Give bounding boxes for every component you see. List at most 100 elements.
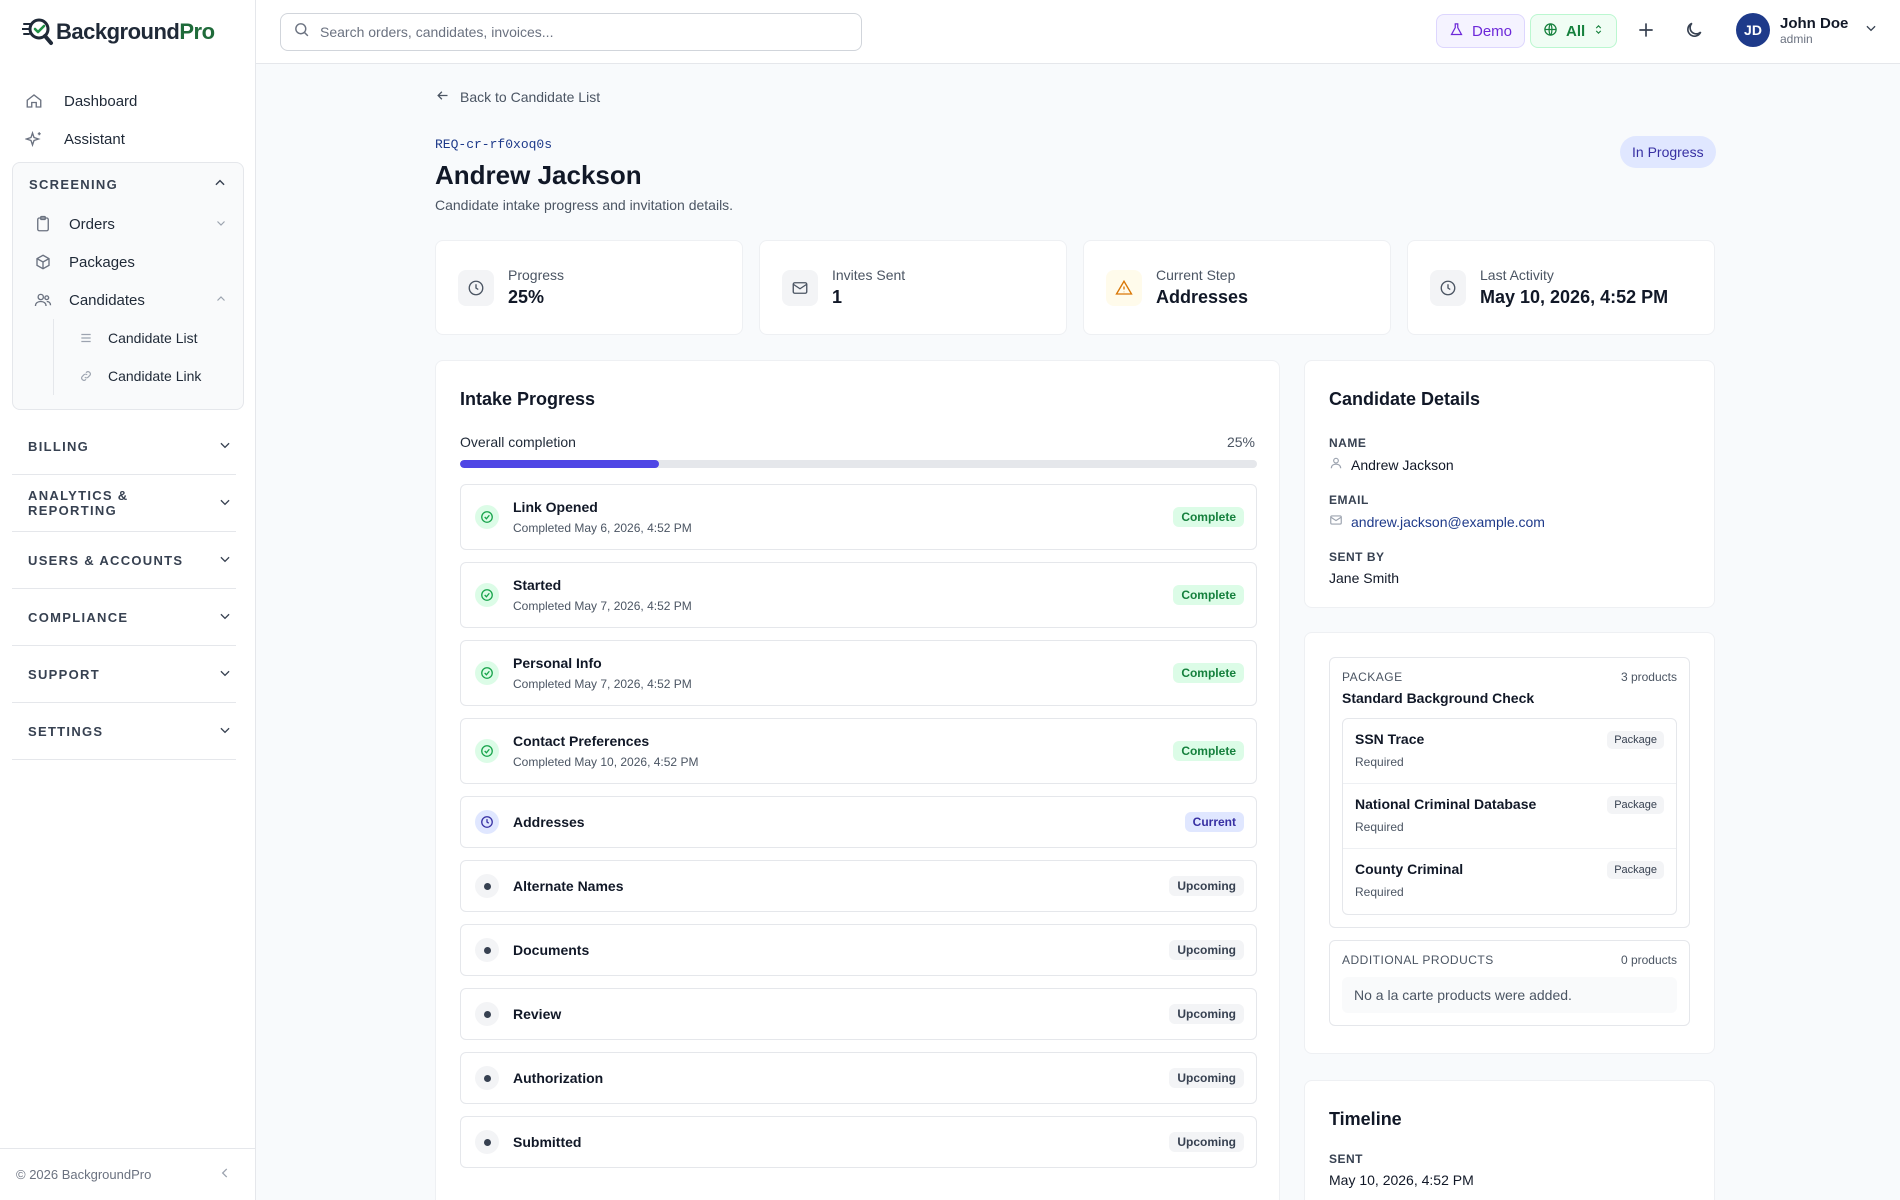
globe-icon (1543, 22, 1558, 41)
nav-candidate-link[interactable]: Candidate Link (54, 357, 243, 395)
overall-completion-percent: 25% (1226, 434, 1255, 450)
nav-candidates[interactable]: Candidates (13, 281, 243, 319)
intake-progress-title: Intake Progress (460, 389, 596, 409)
product-requirement: Required (1355, 885, 1404, 899)
link-icon (78, 368, 94, 384)
step-name: Contact Preferences (513, 733, 650, 749)
back-to-candidate-list-link[interactable]: Back to Candidate List (435, 88, 600, 106)
sparkle-icon (24, 129, 44, 149)
progress-bar-fill (460, 460, 660, 468)
section-settings-title: SETTINGS (28, 723, 104, 739)
timeline-title: Timeline (1329, 1109, 1402, 1129)
section-compliance-title: COMPLIANCE (28, 609, 129, 625)
user-menu[interactable]: JD John Doe admin (1736, 13, 1878, 47)
product-name: County Criminal (1355, 861, 1464, 877)
nav-candidate-list[interactable]: Candidate List (54, 319, 243, 357)
stat-label: Invites Sent (832, 267, 906, 283)
nav-dashboard-label: Dashboard (64, 92, 138, 110)
step-name: Personal Info (513, 655, 602, 671)
section-users-title: USERS & ACCOUNTS (28, 552, 184, 568)
brand-logo[interactable]: BackgroundPro (22, 14, 215, 50)
step-name: Link Opened (513, 499, 598, 515)
users-icon (33, 290, 53, 310)
section-users-accounts[interactable]: USERS & ACCOUNTS (12, 532, 236, 589)
intake-step: Personal Info Completed May 7, 2026, 4:52… (460, 640, 1257, 706)
collapse-sidebar-icon[interactable] (218, 1166, 232, 1183)
step-status-badge: Complete (1173, 741, 1244, 761)
chevron-up-icon (215, 292, 227, 309)
search-box[interactable] (280, 13, 862, 51)
nav-candidate-link-label: Candidate Link (108, 368, 202, 384)
detail-name-value: Andrew Jackson (1351, 456, 1454, 473)
section-compliance[interactable]: COMPLIANCE (12, 589, 236, 646)
intake-step: Started Completed May 7, 2026, 4:52 PM Com… (460, 562, 1257, 628)
nav-orders[interactable]: Orders (13, 205, 243, 243)
step-name: Started (513, 577, 562, 593)
topbar: Demo All JD John Doe admin (256, 0, 1900, 64)
flask-icon (1449, 22, 1464, 41)
detail-email[interactable]: andrew.jackson@example.com (1329, 513, 1690, 530)
user-icon (1329, 456, 1343, 473)
intake-step: Authorization Upcoming (460, 1052, 1257, 1104)
magnifier-check-logo-icon (22, 18, 53, 45)
add-button[interactable] (1630, 16, 1662, 48)
intake-step: Link Opened Completed May 6, 2026, 4:52 P… (460, 484, 1257, 550)
scope-selector-label: All (1566, 22, 1586, 40)
search-input[interactable] (320, 24, 840, 40)
demo-mode-label: Demo (1472, 22, 1513, 40)
step-status-badge: Upcoming (1169, 1068, 1244, 1088)
detail-sent-by-label: SENT BY (1329, 550, 1385, 564)
user-name: John Doe (1780, 14, 1849, 32)
section-support[interactable]: SUPPORT (12, 646, 236, 703)
intake-step: Submitted Upcoming (460, 1116, 1257, 1168)
stat-value: Addresses (1156, 287, 1249, 307)
step-name: Review (513, 1006, 562, 1022)
nav-packages-label: Packages (69, 253, 135, 271)
product-badge: Package (1607, 731, 1664, 749)
intake-steps-list: Link Opened Completed May 6, 2026, 4:52 P… (460, 484, 1257, 1180)
timeline-card: Timeline SENT May 10, 2026, 4:52 PM (1304, 1080, 1715, 1200)
clock-icon (458, 269, 494, 306)
detail-email-value: andrew.jackson@example.com (1351, 513, 1545, 530)
home-icon (24, 91, 44, 111)
product-requirement: Required (1355, 820, 1404, 834)
intake-step: Addresses Current (460, 796, 1257, 848)
warning-icon (1106, 269, 1142, 306)
stat-card-last-activity: Last Activity May 10, 2026, 4:52 PM (1407, 240, 1715, 335)
detail-email-label: EMAIL (1329, 493, 1369, 507)
step-status-badge: Complete (1173, 585, 1244, 605)
section-analytics-reporting[interactable]: ANALYTICS & REPORTING (12, 475, 236, 532)
demo-mode-button[interactable]: Demo (1436, 14, 1526, 48)
scope-selector[interactable]: All (1530, 14, 1618, 48)
step-name: Alternate Names (513, 878, 624, 894)
nav-assistant[interactable]: Assistant (14, 120, 242, 158)
step-name: Documents (513, 942, 590, 958)
stat-label: Progress (508, 267, 565, 283)
step-name: Addresses (513, 814, 585, 830)
section-settings[interactable]: SETTINGS (12, 703, 236, 760)
package-product: SSN Trace Required Package (1343, 719, 1676, 784)
timeline-sent-label: SENT (1329, 1152, 1364, 1166)
detail-name-label: NAME (1329, 436, 1367, 450)
screening-section-header[interactable]: SCREENING (13, 163, 243, 205)
stat-value: May 10, 2026, 4:52 PM (1480, 287, 1669, 307)
copyright-text: © 2026 BackgroundPro (16, 1167, 152, 1182)
package-label: PACKAGE (1342, 670, 1403, 684)
search-icon (293, 21, 310, 43)
section-billing[interactable]: BILLING (12, 418, 236, 475)
nav-packages[interactable]: Packages (13, 243, 243, 281)
dot-icon (475, 938, 499, 962)
chevron-up-icon (213, 176, 227, 193)
stat-value: 1 (832, 287, 843, 307)
step-status-badge: Upcoming (1169, 1132, 1244, 1152)
box-icon (33, 252, 53, 272)
step-date: Completed May 10, 2026, 4:52 PM (513, 755, 699, 769)
chevron-down-icon (218, 723, 232, 740)
step-name: Authorization (513, 1070, 604, 1086)
product-name: SSN Trace (1355, 731, 1425, 747)
step-status-badge: Current (1184, 812, 1244, 832)
arrow-left-icon (435, 88, 450, 106)
nav-dashboard[interactable]: Dashboard (14, 82, 242, 120)
theme-toggle-button[interactable] (1678, 16, 1710, 48)
check-circle-icon (475, 583, 499, 607)
